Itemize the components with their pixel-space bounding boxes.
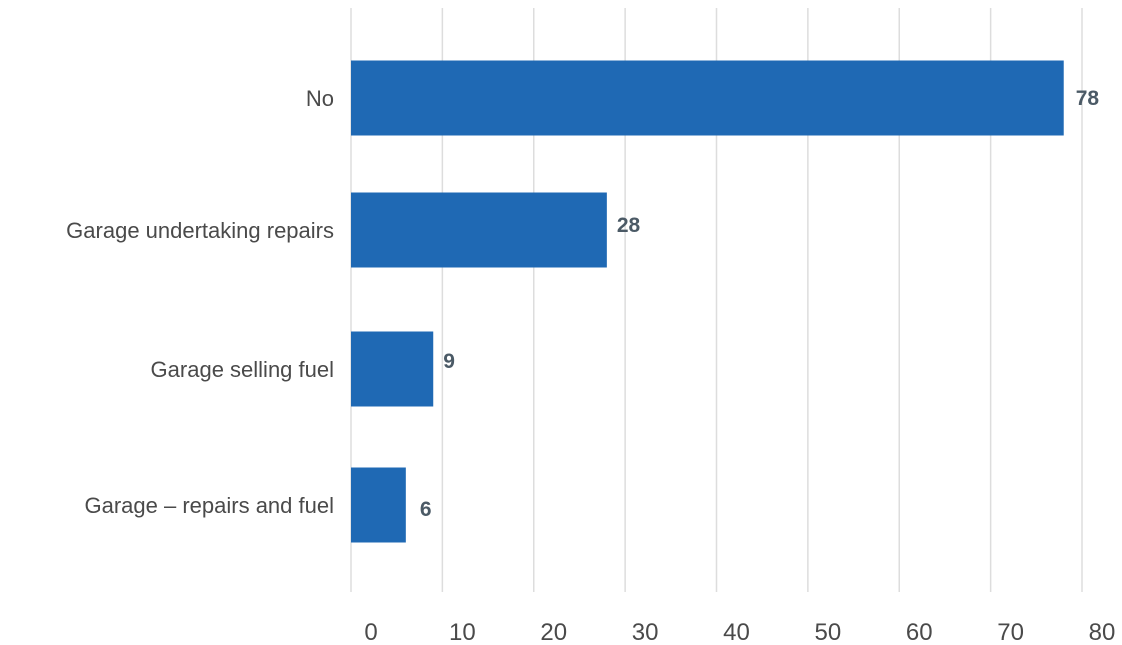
x-tick-label: 70	[997, 619, 1024, 645]
data-label: 9	[443, 350, 455, 373]
data-labels: 78 28 9 6	[420, 87, 1100, 521]
x-tick-label: 40	[723, 619, 750, 645]
bars	[351, 60, 1064, 543]
x-tick-label: 10	[449, 619, 476, 645]
x-tick-label: 20	[540, 619, 567, 645]
data-label: 6	[420, 498, 432, 521]
category-label: No	[306, 86, 334, 111]
x-tick-label: 80	[1089, 619, 1116, 645]
x-tick-label: 0	[364, 619, 377, 645]
bar	[351, 60, 1064, 136]
category-label: Garage undertaking repairs	[66, 218, 334, 243]
x-tick-label: 60	[906, 619, 933, 645]
bar	[351, 192, 607, 268]
data-label: 28	[617, 214, 641, 237]
category-label: Garage selling fuel	[151, 357, 334, 382]
x-axis-tick-labels: 0 10 20 30 40 50 60 70 80	[364, 619, 1115, 645]
data-label: 78	[1076, 87, 1100, 110]
x-tick-label: 50	[815, 619, 842, 645]
category-labels: No Garage undertaking repairs Garage selli…	[66, 86, 334, 518]
category-label: Garage – repairs and fuel	[85, 493, 335, 518]
bar	[351, 467, 406, 543]
x-tick-label: 30	[632, 619, 659, 645]
bar	[351, 331, 434, 407]
